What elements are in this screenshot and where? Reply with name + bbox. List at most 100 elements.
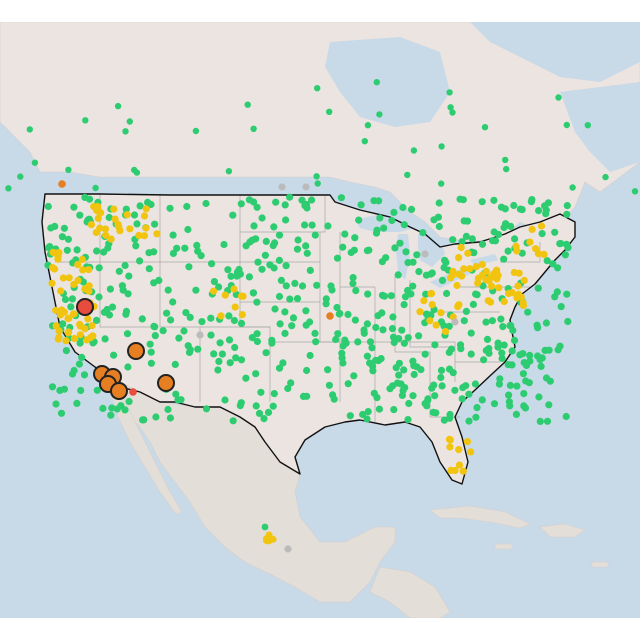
station-marker-good[interactable] — [404, 416, 412, 424]
station-marker-good[interactable] — [85, 195, 94, 203]
station-marker-good[interactable] — [500, 223, 508, 232]
station-marker-sensitive[interactable] — [157, 374, 175, 392]
station-marker-good[interactable] — [185, 263, 193, 271]
station-marker-good[interactable] — [366, 338, 375, 346]
station-marker-sensitive-small[interactable] — [326, 312, 334, 320]
station-marker-good[interactable] — [438, 382, 446, 390]
station-marker-moderate[interactable] — [488, 282, 496, 290]
station-marker-good[interactable] — [169, 231, 177, 239]
station-marker-good[interactable] — [237, 319, 246, 327]
station-marker-good[interactable] — [536, 417, 544, 425]
station-marker-good[interactable] — [513, 382, 521, 390]
station-marker-good[interactable] — [5, 185, 12, 192]
station-marker-good[interactable] — [242, 242, 250, 250]
station-marker-good[interactable] — [396, 239, 404, 247]
station-marker-good[interactable] — [482, 318, 490, 326]
station-marker-good[interactable] — [346, 412, 354, 420]
station-marker-good[interactable] — [221, 396, 229, 404]
station-marker-good[interactable] — [312, 338, 320, 346]
station-marker-good[interactable] — [465, 417, 473, 425]
station-marker-good[interactable] — [344, 380, 352, 388]
station-marker-moderate[interactable] — [64, 315, 72, 323]
station-marker-good[interactable] — [164, 405, 172, 414]
station-marker-good[interactable] — [281, 201, 289, 209]
station-marker-good[interactable] — [252, 235, 260, 243]
station-marker-good[interactable] — [175, 334, 183, 342]
station-marker-good[interactable] — [401, 293, 410, 301]
station-marker-good[interactable] — [326, 108, 333, 116]
station-marker-good[interactable] — [122, 205, 130, 213]
station-marker-unavailable[interactable] — [196, 331, 204, 339]
station-marker-good[interactable] — [373, 79, 380, 86]
station-marker-good[interactable] — [438, 276, 447, 284]
station-marker-good[interactable] — [95, 293, 103, 301]
station-marker-good[interactable] — [398, 391, 406, 399]
station-marker-moderate[interactable] — [78, 255, 86, 263]
station-marker-good[interactable] — [282, 282, 290, 290]
station-marker-good[interactable] — [237, 200, 245, 208]
station-marker-good[interactable] — [183, 202, 191, 211]
station-marker-good[interactable] — [333, 254, 342, 262]
station-marker-good[interactable] — [303, 249, 311, 257]
station-marker-unhealthy-small[interactable] — [129, 388, 137, 396]
station-marker-moderate[interactable] — [210, 287, 218, 295]
station-marker-good[interactable] — [337, 194, 345, 202]
station-marker-good[interactable] — [344, 310, 352, 319]
station-marker-moderate[interactable] — [70, 310, 78, 318]
station-marker-good[interactable] — [146, 340, 154, 348]
station-marker-good[interactable] — [193, 241, 201, 249]
station-marker-good[interactable] — [522, 377, 530, 385]
station-marker-good[interactable] — [375, 405, 383, 413]
station-marker-good[interactable] — [557, 239, 565, 248]
station-marker-good[interactable] — [124, 363, 132, 371]
station-marker-good[interactable] — [543, 257, 551, 265]
station-marker-good[interactable] — [460, 317, 468, 325]
station-marker-unavailable[interactable] — [421, 250, 429, 258]
station-marker-good[interactable] — [435, 222, 443, 231]
station-marker-good[interactable] — [541, 202, 549, 210]
station-marker-good[interactable] — [261, 251, 269, 259]
station-marker-good[interactable] — [458, 238, 466, 246]
station-marker-good[interactable] — [233, 268, 242, 276]
station-marker-good[interactable] — [372, 323, 380, 332]
station-marker-moderate[interactable] — [58, 306, 66, 314]
station-marker-good[interactable] — [225, 312, 233, 320]
station-marker-good[interactable] — [519, 370, 528, 378]
station-marker-good[interactable] — [527, 198, 536, 206]
station-marker-good[interactable] — [262, 237, 270, 245]
station-marker-good[interactable] — [99, 404, 107, 412]
station-marker-good[interactable] — [85, 215, 93, 223]
station-marker-good[interactable] — [277, 276, 285, 284]
station-marker-moderate[interactable] — [500, 297, 508, 306]
station-marker-good[interactable] — [415, 332, 423, 340]
station-marker-good[interactable] — [314, 85, 321, 92]
station-marker-moderate[interactable] — [446, 436, 454, 444]
station-marker-moderate[interactable] — [48, 264, 57, 272]
station-marker-good[interactable] — [275, 364, 284, 372]
station-marker-good[interactable] — [101, 335, 109, 343]
station-marker-good[interactable] — [253, 298, 261, 306]
station-marker-good[interactable] — [562, 412, 570, 421]
station-marker-good[interactable] — [545, 346, 553, 354]
station-marker-good[interactable] — [92, 184, 99, 192]
station-marker-good[interactable] — [449, 236, 457, 244]
station-marker-good[interactable] — [389, 333, 398, 341]
station-marker-good[interactable] — [443, 289, 451, 298]
station-marker-good[interactable] — [47, 224, 55, 232]
station-marker-good[interactable] — [510, 201, 518, 210]
station-marker-good[interactable] — [232, 354, 240, 362]
station-marker-good[interactable] — [173, 244, 181, 252]
station-marker-good[interactable] — [479, 282, 487, 290]
station-marker-moderate[interactable] — [534, 250, 543, 258]
station-marker-good[interactable] — [252, 402, 260, 410]
station-marker-good[interactable] — [322, 300, 330, 308]
station-marker-good[interactable] — [349, 279, 357, 288]
station-marker-good[interactable] — [422, 271, 430, 279]
station-marker-good[interactable] — [254, 258, 262, 266]
station-marker-good[interactable] — [271, 305, 279, 313]
station-marker-good[interactable] — [107, 411, 115, 419]
station-marker-good[interactable] — [311, 329, 319, 337]
station-marker-good[interactable] — [303, 204, 311, 212]
station-marker-good[interactable] — [463, 217, 472, 225]
station-marker-moderate[interactable] — [455, 446, 463, 454]
